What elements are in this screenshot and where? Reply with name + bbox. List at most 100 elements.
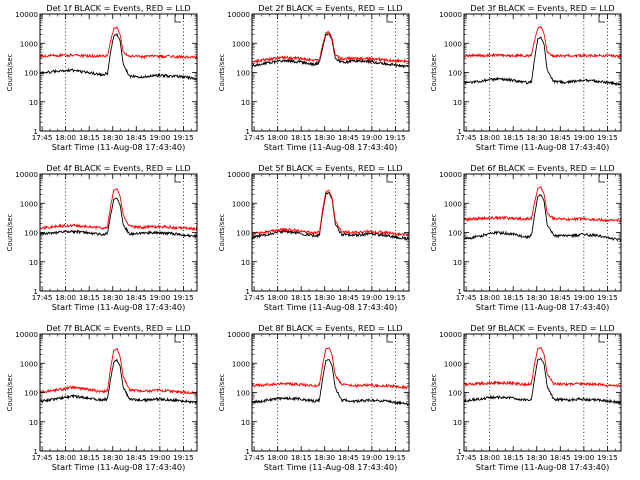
x-tick-label: 18:45 <box>126 133 147 142</box>
y-tick-label: 1000 <box>232 39 251 48</box>
y-axis-label: Counts/sec <box>430 374 438 412</box>
panel-det-1f: Det 1f BLACK = Events, RED = LLD 1 10 100 10… <box>6 3 198 152</box>
x-tick-label: 19:15 <box>173 293 194 302</box>
x-tick-label: 18:30 <box>526 293 547 302</box>
x-tick-label: 17:45 <box>244 133 265 142</box>
x-tick-label: 18:30 <box>102 453 123 462</box>
y-axis-label: Counts/sec <box>430 214 438 252</box>
panel-title: Det 7f BLACK = Events, RED = LLD <box>46 323 190 333</box>
panel-title: Det 4f BLACK = Events, RED = LLD <box>46 163 190 173</box>
x-tick-label: 18:00 <box>55 453 76 462</box>
y-tick-label: 100 <box>448 229 462 238</box>
x-tick-label: 18:00 <box>479 453 500 462</box>
panel-det-6f: Det 6f BLACK = Events, RED = LLD 1 10 100 10… <box>430 163 622 312</box>
corner-marker <box>598 15 605 23</box>
events-series-line <box>39 358 198 405</box>
x-tick-label: 18:00 <box>479 293 500 302</box>
y-tick-label: 100 <box>236 229 250 238</box>
y-tick-label: 1000 <box>232 199 251 208</box>
panel-det-8f: Det 8f BLACK = Events, RED = LLD 1 10 100 10… <box>218 323 410 472</box>
x-tick-label: 18:00 <box>55 133 76 142</box>
x-tick-label: 19:00 <box>149 133 170 142</box>
corner-marker <box>386 175 393 183</box>
lld-series-line <box>463 185 622 223</box>
x-tick-label: 18:45 <box>126 293 147 302</box>
events-series-line <box>463 357 622 406</box>
x-tick-label: 17:45 <box>32 453 53 462</box>
y-tick-label: 1 <box>457 447 462 456</box>
y-tick-label: 100 <box>448 389 462 398</box>
x-axis-label: Start Time (11-Aug-08 17:43:40) <box>476 142 610 152</box>
y-tick-label: 10 <box>241 258 251 267</box>
events-series-line <box>463 193 622 243</box>
x-tick-label: 18:45 <box>338 293 359 302</box>
x-tick-label: 18:15 <box>79 453 100 462</box>
corner-marker <box>174 15 181 23</box>
x-tick-label: 18:45 <box>338 133 359 142</box>
panel-det-2f: Det 2f BLACK = Events, RED = LLD 1 10 100 10… <box>218 3 410 152</box>
y-tick-label: 1 <box>457 287 462 296</box>
corner-marker <box>174 335 181 343</box>
x-tick-label: 19:15 <box>597 293 618 302</box>
y-tick-label: 1000 <box>20 359 39 368</box>
lld-series-line <box>463 25 622 59</box>
x-tick-label: 19:15 <box>385 293 406 302</box>
y-tick-label: 10 <box>453 98 463 107</box>
lld-series-line <box>39 25 198 60</box>
x-tick-label: 17:45 <box>32 133 53 142</box>
events-series-line <box>251 359 410 407</box>
x-tick-label: 18:15 <box>503 293 524 302</box>
y-axis-label: Counts/sec <box>218 374 226 412</box>
x-tick-label: 17:45 <box>244 453 265 462</box>
x-axis-label: Start Time (11-Aug-08 17:43:40) <box>476 302 610 312</box>
x-axis-label: Start Time (11-Aug-08 17:43:40) <box>264 302 398 312</box>
x-axis-label: Start Time (11-Aug-08 17:43:40) <box>476 462 610 472</box>
panel-title: Det 2f BLACK = Events, RED = LLD <box>258 3 402 13</box>
x-tick-label: 19:00 <box>573 293 594 302</box>
panel-det-4f: Det 4f BLACK = Events, RED = LLD 1 10 100 10… <box>6 163 198 312</box>
x-tick-label: 18:15 <box>291 453 312 462</box>
y-tick-label: 1000 <box>444 199 463 208</box>
x-tick-label: 19:00 <box>361 133 382 142</box>
y-tick-label: 1 <box>33 287 38 296</box>
y-tick-label: 10 <box>29 418 39 427</box>
x-tick-label: 18:00 <box>267 453 288 462</box>
events-series-line <box>39 197 198 239</box>
x-tick-label: 18:30 <box>526 133 547 142</box>
y-tick-label: 10 <box>29 98 39 107</box>
x-tick-label: 19:15 <box>173 133 194 142</box>
y-axis-label: Counts/sec <box>6 214 14 252</box>
panel-title: Det 1f BLACK = Events, RED = LLD <box>46 3 190 13</box>
lld-series-line <box>463 346 622 388</box>
y-tick-label: 1000 <box>20 39 39 48</box>
events-series-line <box>463 36 622 86</box>
x-tick-label: 18:30 <box>314 453 335 462</box>
y-axis-label: Counts/sec <box>218 54 226 92</box>
x-axis-label: Start Time (11-Aug-08 17:43:40) <box>264 462 398 472</box>
panel-det-3f: Det 3f BLACK = Events, RED = LLD 1 10 100 10… <box>430 3 622 152</box>
x-axis-label: Start Time (11-Aug-08 17:43:40) <box>264 142 398 152</box>
y-tick-label: 10 <box>453 258 463 267</box>
y-tick-label: 1000 <box>444 39 463 48</box>
x-tick-label: 17:45 <box>456 293 477 302</box>
y-tick-label: 1000 <box>444 359 463 368</box>
y-tick-label: 10000 <box>227 330 250 339</box>
x-tick-label: 18:45 <box>550 453 571 462</box>
y-tick-label: 10000 <box>227 170 250 179</box>
panel-title: Det 5f BLACK = Events, RED = LLD <box>258 163 402 173</box>
x-tick-label: 19:15 <box>385 453 406 462</box>
y-axis-label: Counts/sec <box>430 54 438 92</box>
x-tick-label: 19:00 <box>149 293 170 302</box>
x-tick-label: 19:00 <box>361 293 382 302</box>
y-tick-label: 100 <box>448 69 462 78</box>
plot-frame <box>463 13 622 132</box>
x-tick-label: 19:15 <box>173 453 194 462</box>
lld-series-line <box>39 187 198 232</box>
corner-marker <box>174 175 181 183</box>
corner-marker <box>386 15 393 23</box>
x-tick-label: 18:30 <box>102 293 123 302</box>
corner-marker <box>598 335 605 343</box>
x-tick-label: 18:45 <box>338 453 359 462</box>
x-tick-label: 17:45 <box>32 293 53 302</box>
events-series-line <box>39 32 198 81</box>
